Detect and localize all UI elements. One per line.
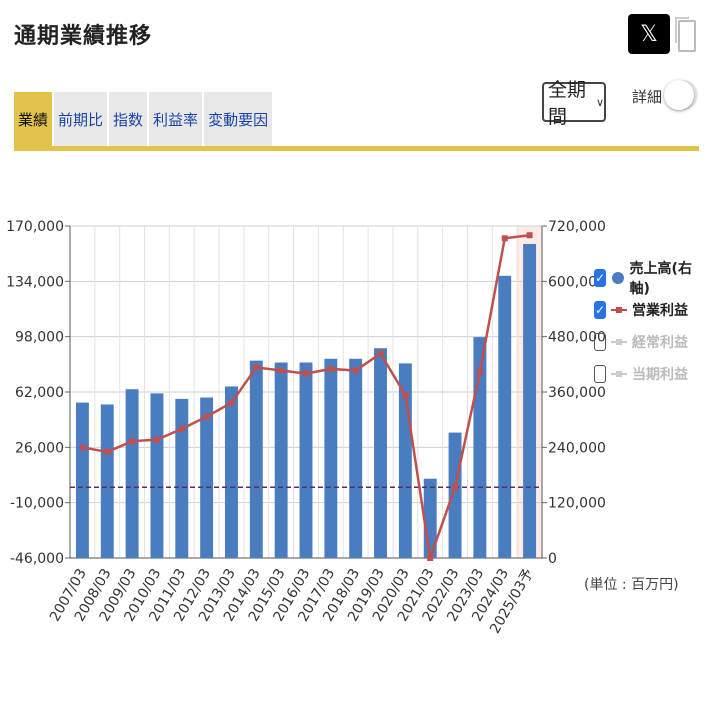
checkbox-sales[interactable]: ✓ [594,269,606,287]
left-tick-label: 98,000 [15,330,64,346]
legend-label: 売上高(右軸) [629,261,692,297]
right-tick-label: 0 [548,551,557,567]
line-point [427,555,434,561]
right-tick-label: 120,000 [548,496,606,512]
line-point [476,369,483,376]
tab-shisu[interactable]: 指数 [109,92,148,146]
line-point [228,399,235,406]
legend-item-sales[interactable]: ✓ 売上高(右軸) [594,261,710,297]
tab-riekiritsu[interactable]: 利益率 [149,92,203,146]
toggle-knob [664,80,694,110]
line-point [178,425,185,432]
left-tick-label: 134,000 [6,274,64,290]
detail-toggle[interactable] [664,80,698,110]
tab-underline [14,146,699,151]
tab-zenkihi[interactable]: 前期比 [54,92,108,146]
bar [150,393,164,558]
left-tick-label: -10,000 [10,496,64,512]
line-point [352,367,359,374]
line-point [303,370,309,377]
copy-icon[interactable] [675,17,696,52]
bar [448,432,462,558]
line-point [501,235,508,242]
legend-item-net-profit[interactable]: 当期利益 [594,358,710,390]
legend-item-operating-profit[interactable]: ✓ 営業利益 [594,294,710,326]
line-point [104,448,111,455]
line-point [153,436,160,443]
period-value: 全期間 [548,79,587,128]
left-tick-label: -46,000 [10,551,64,567]
bar [274,362,288,558]
detail-label: 詳細 : [632,88,672,106]
legend-item-ordinary-profit[interactable]: 経常利益 [594,326,710,358]
line-point [129,438,136,445]
legend-label: 営業利益 [632,303,688,319]
tab-bar: 業績 前期比 指数 利益率 変動要因 [14,92,273,146]
bar [523,243,537,558]
bar [100,404,114,558]
line-point [327,365,334,372]
bar [324,358,338,558]
bar [175,398,189,558]
bar [374,348,387,558]
legend: ✓ 売上高(右軸) ✓ 営業利益 経常利益 当期利益 [594,261,710,390]
bar [125,389,139,558]
page-title: 通期業績推移 [14,24,153,49]
bar [498,275,512,558]
line-point [402,392,409,399]
unit-label: (単位 : 百万円) [584,577,679,593]
chevron-down-icon: ∨ [595,95,604,109]
line-point [253,364,260,371]
legend-label: 経常利益 [632,335,688,351]
period-select[interactable]: 全期間 ∨ [542,79,606,128]
checkbox-ordinary-profit[interactable] [594,333,606,351]
right-tick-label: 360,000 [548,385,606,401]
line-point [203,413,210,420]
left-tick-label: 170,000 [6,219,64,235]
left-tick-label: 62,000 [15,385,64,401]
line-point [377,350,384,357]
circle-marker-icon [612,272,624,284]
bar [349,358,363,558]
checkbox-operating-profit[interactable]: ✓ [594,301,606,319]
legend-label: 当期利益 [632,367,688,383]
line-point [526,232,533,239]
bar [75,402,89,558]
line-point [79,444,86,451]
checkbox-net-profit[interactable] [594,365,606,383]
line-point [278,367,285,374]
right-tick-label: 480,000 [548,330,606,346]
left-tick-label: 26,000 [15,440,64,456]
right-tick-label: 240,000 [548,440,606,456]
bar [249,360,263,558]
bar [225,386,238,558]
line-marker-icon [611,371,627,377]
tab-hendo-yoin[interactable]: 変動要因 [204,92,273,146]
bar [200,397,214,558]
line-marker-icon [611,307,627,313]
right-tick-label: 600,000 [548,274,606,290]
line-marker-icon [611,339,627,345]
right-tick-label: 720,000 [548,219,606,235]
tab-gyoseki[interactable]: 業績 [14,92,53,146]
bar [299,362,313,558]
x-share-button[interactable]: 𝕏 [628,14,670,54]
line-point [452,484,459,491]
